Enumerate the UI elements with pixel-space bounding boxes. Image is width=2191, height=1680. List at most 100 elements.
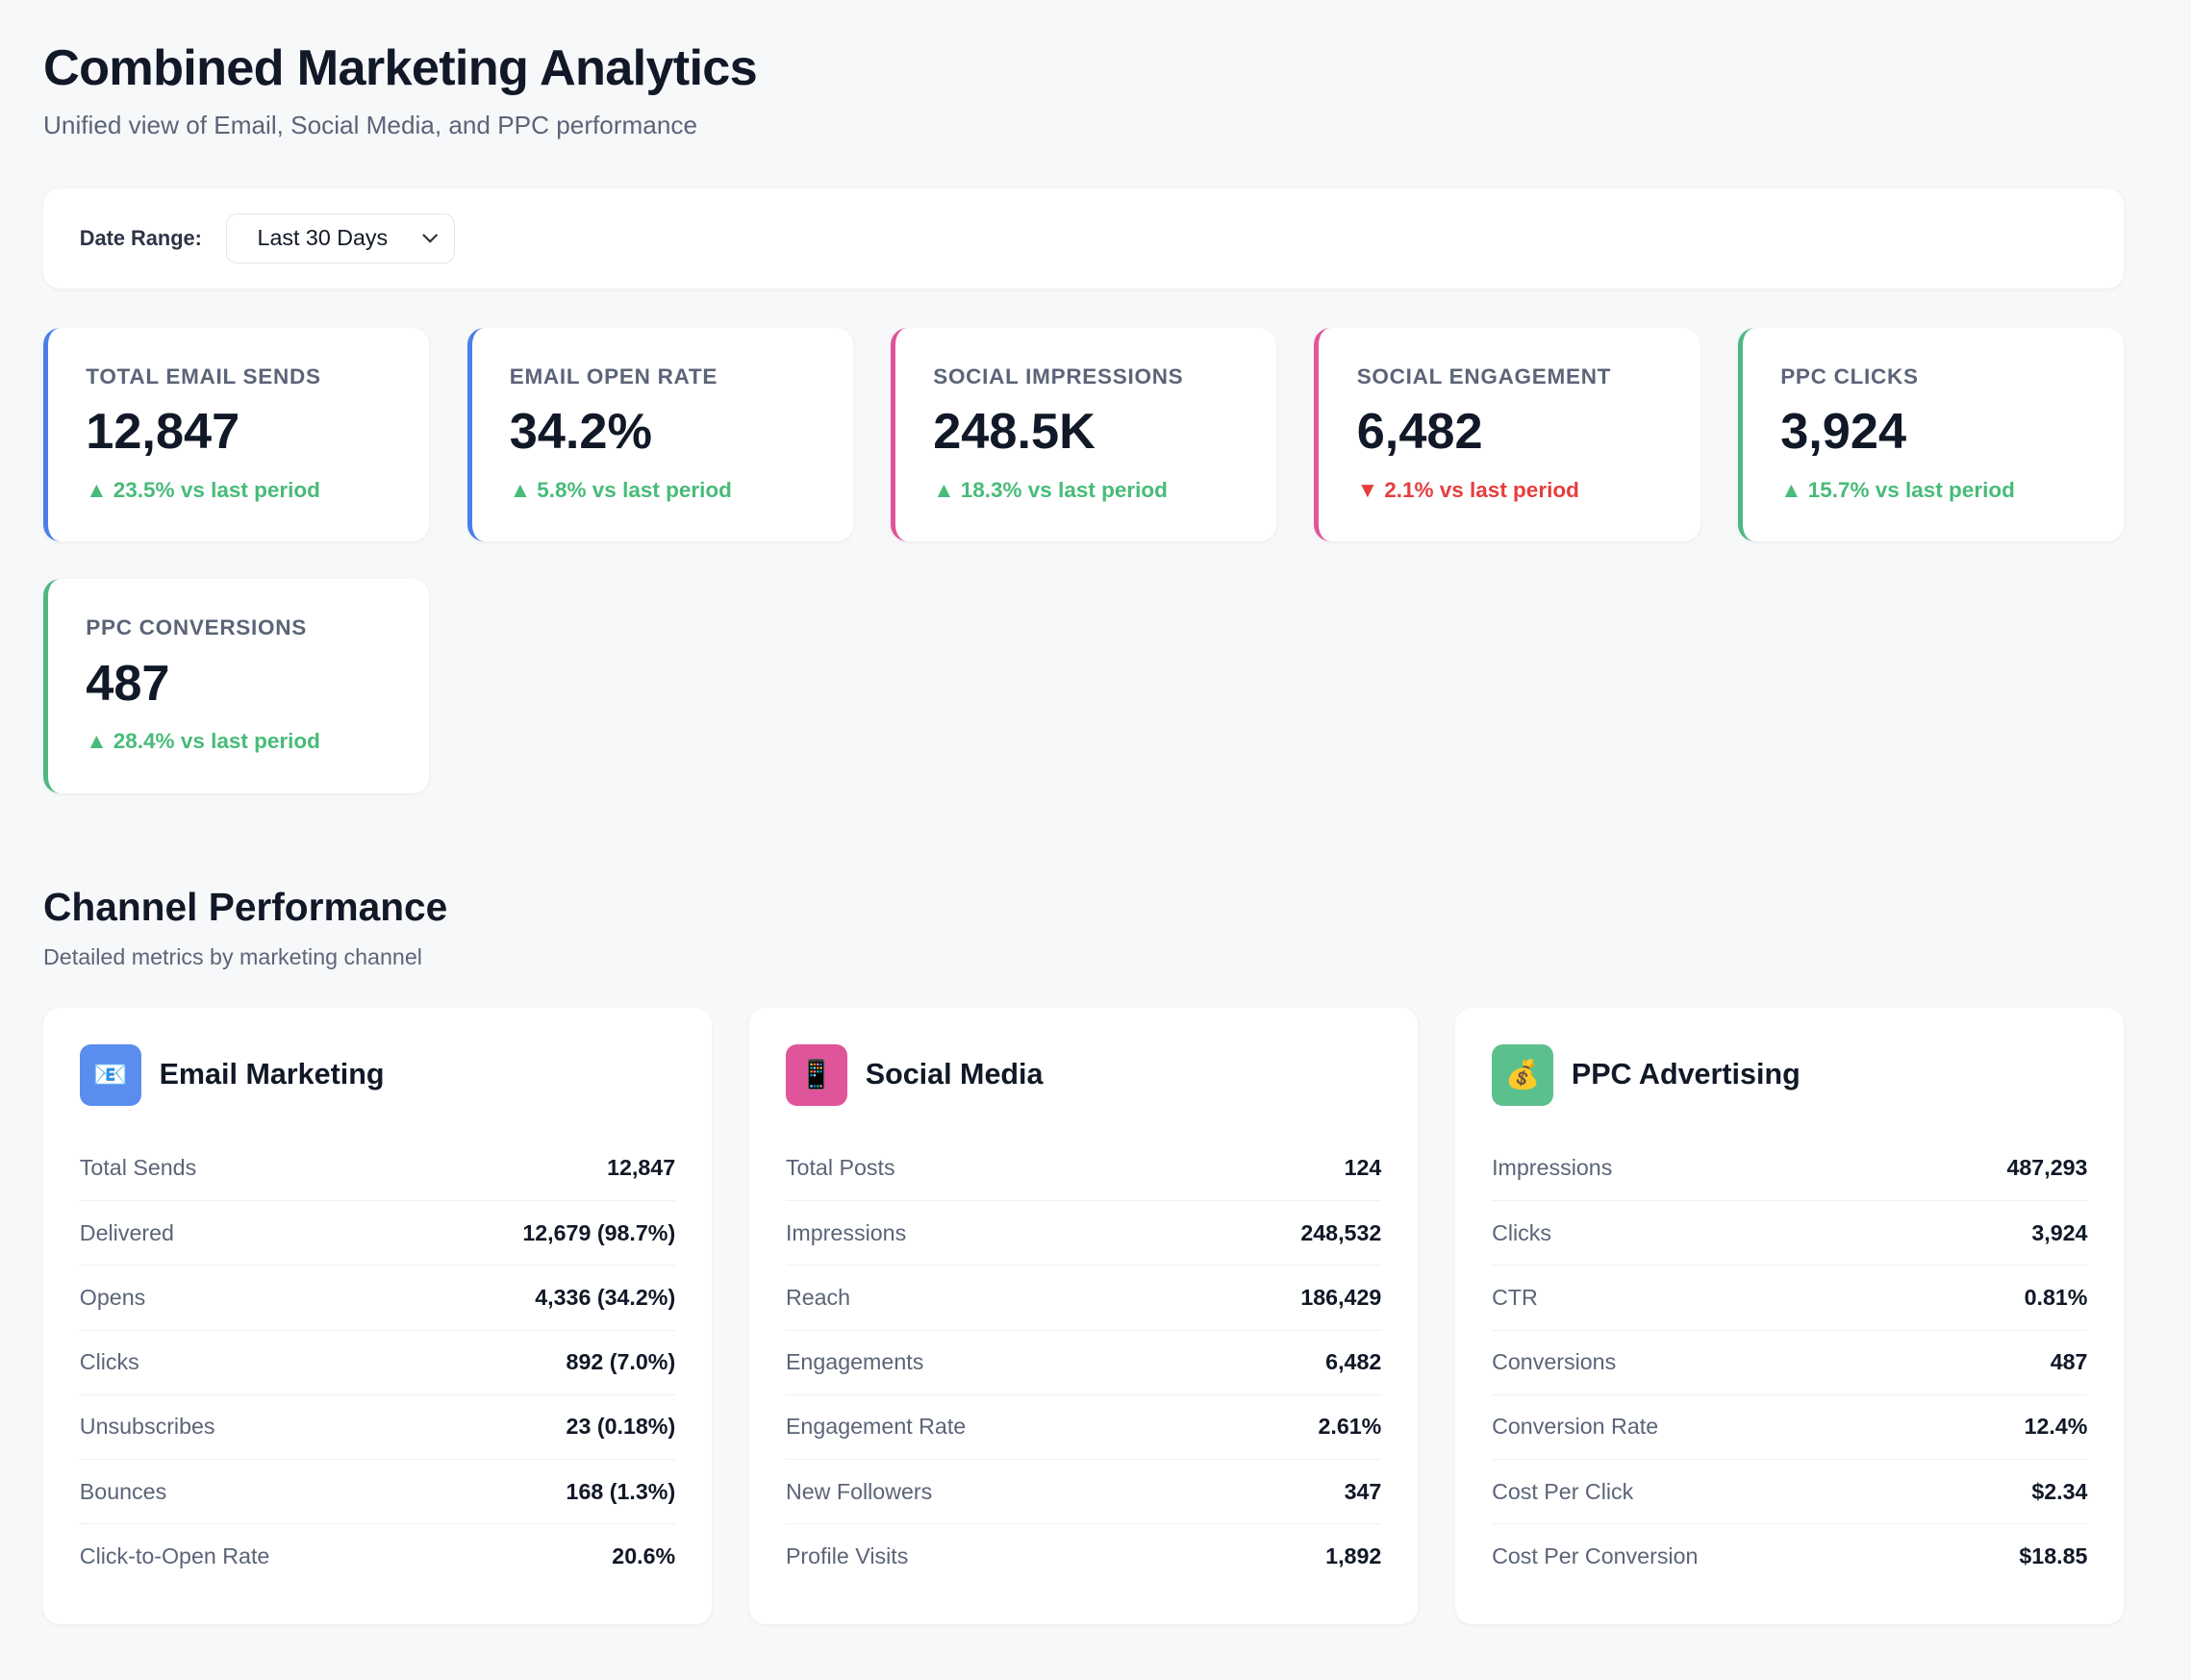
metric-row: Impressions 248,532 xyxy=(785,1201,1382,1266)
metric-row: Engagements 6,482 xyxy=(785,1331,1382,1395)
kpi-change: ▲ 28.4% vs last period xyxy=(86,729,320,754)
metric-value: 487,293 xyxy=(2006,1155,2088,1181)
kpi-change: ▲ 18.3% vs last period xyxy=(933,477,1168,502)
metric-row: Total Posts 124 xyxy=(785,1137,1382,1202)
metric-row: Profile Visits 1,892 xyxy=(786,1524,1381,1588)
kpi-value: 3,924 xyxy=(1780,404,1907,461)
kpi-label: EMAIL OPEN RATE xyxy=(509,364,718,389)
kpi-card: PPC CONVERSIONS 487 ▲ 28.4% vs last period xyxy=(43,579,430,793)
channel-title: Email Marketing xyxy=(159,1058,385,1091)
metric-row: Conversions 487 xyxy=(1492,1331,2088,1395)
metric-label: Engagements xyxy=(785,1349,924,1375)
metric-label: Conversion Rate xyxy=(1492,1414,1659,1440)
metric-value: $18.85 xyxy=(2019,1542,2088,1568)
metric-row: Bounces 168 (1.3%) xyxy=(79,1460,676,1525)
metric-value: 2.61% xyxy=(1318,1414,1382,1440)
metric-value: 23 (0.18%) xyxy=(566,1414,676,1440)
kpi-grid: TOTAL EMAIL SENDS 12,847 ▲ 23.5% vs last p… xyxy=(43,327,2125,793)
kpi-change: ▲ 5.8% vs last period xyxy=(509,477,732,502)
chevron-down-icon xyxy=(420,225,440,251)
channel-title: PPC Advertising xyxy=(1571,1058,1801,1091)
kpi-card: EMAIL OPEN RATE 34.2% ▲ 5.8% vs last perio… xyxy=(466,327,853,542)
metric-value: 892 (7.0%) xyxy=(566,1349,676,1375)
kpi-label: PPC CLICKS xyxy=(1780,364,1919,389)
kpi-card: TOTAL EMAIL SENDS 12,847 ▲ 23.5% vs last p… xyxy=(43,327,430,542)
metric-label: Profile Visits xyxy=(785,1542,909,1568)
metric-value: 12,679 (98.7%) xyxy=(522,1219,676,1245)
metric-label: Cost Per Conversion xyxy=(1492,1542,1699,1568)
kpi-card: PPC CLICKS 3,924 ▲ 15.7% vs last period xyxy=(1737,327,2125,542)
metric-label: Reach xyxy=(785,1284,851,1310)
channel-icon: 💰 xyxy=(1492,1043,1553,1106)
metric-label: Bounces xyxy=(79,1478,167,1504)
kpi-label: SOCIAL IMPRESSIONS xyxy=(933,364,1184,389)
channel-card: 💰 PPC Advertising Impressions 487,293 Clicks… xyxy=(1455,1008,2125,1625)
kpi-value: 12,847 xyxy=(86,404,240,461)
metric-row: Reach 186,429 xyxy=(785,1266,1382,1331)
metric-value: 0.81% xyxy=(2024,1284,2088,1310)
metric-row: Total Sends 12,847 xyxy=(79,1137,676,1202)
metric-row: Click-to-Open Rate 20.6% xyxy=(80,1524,675,1588)
metric-label: Clicks xyxy=(79,1349,139,1375)
metric-row: Conversion Rate 12.4% xyxy=(1492,1395,2088,1460)
page-title: Combined Marketing Analytics xyxy=(43,39,758,96)
metric-value: 124 xyxy=(1344,1155,1382,1181)
metric-value: 12,847 xyxy=(607,1155,676,1181)
metric-row: New Followers 347 xyxy=(785,1460,1382,1525)
metric-label: Conversions xyxy=(1492,1349,1617,1375)
kpi-card: SOCIAL IMPRESSIONS 248.5K ▲ 18.3% vs last … xyxy=(891,327,1277,542)
channel-card: 📱 Social Media Total Posts 124 Impressions 24… xyxy=(749,1008,1419,1625)
page-subtitle: Unified view of Email, Social Media, and… xyxy=(43,111,697,140)
metric-row: Cost Per Conversion $18.85 xyxy=(1492,1524,2087,1588)
metric-value: 248,532 xyxy=(1300,1219,1382,1245)
kpi-value: 34.2% xyxy=(509,404,653,461)
metric-label: Cost Per Click xyxy=(1492,1478,1634,1504)
metric-row: CTR 0.81% xyxy=(1492,1266,2088,1331)
metric-label: Click-to-Open Rate xyxy=(79,1542,270,1568)
kpi-value: 487 xyxy=(86,655,170,712)
section-subtitle: Detailed metrics by marketing channel xyxy=(43,943,422,969)
metric-label: Impressions xyxy=(1492,1155,1613,1181)
channel-card: 📧 Email Marketing Total Sends 12,847 Deliver… xyxy=(43,1008,712,1625)
metric-row: Clicks 3,924 xyxy=(1492,1201,2088,1266)
metric-row: Clicks 892 (7.0%) xyxy=(79,1331,676,1395)
channel-icon: 📧 xyxy=(79,1043,141,1106)
metric-value: 186,429 xyxy=(1300,1284,1382,1310)
metric-value: 12.4% xyxy=(2024,1414,2088,1440)
metric-row: Unsubscribes 23 (0.18%) xyxy=(79,1395,676,1460)
metric-value: 168 (1.3%) xyxy=(566,1478,676,1504)
metric-row: Engagement Rate 2.61% xyxy=(785,1395,1382,1460)
metric-row: Impressions 487,293 xyxy=(1492,1137,2088,1202)
kpi-label: TOTAL EMAIL SENDS xyxy=(86,364,321,389)
metric-label: Delivered xyxy=(79,1219,174,1245)
filter-bar: Date Range: Last 30 Days xyxy=(43,188,2125,289)
metric-row: Delivered 12,679 (98.7%) xyxy=(79,1201,676,1266)
date-range-select[interactable]: Last 30 Days xyxy=(225,213,455,263)
kpi-change: ▲ 23.5% vs last period xyxy=(86,477,320,502)
metric-label: Unsubscribes xyxy=(79,1414,215,1440)
section-title: Channel Performance xyxy=(43,885,448,930)
kpi-label: PPC CONVERSIONS xyxy=(86,615,307,640)
metric-label: CTR xyxy=(1492,1284,1538,1310)
metric-row: Cost Per Click $2.34 xyxy=(1492,1460,2088,1525)
metric-value: $2.34 xyxy=(2031,1478,2088,1504)
channel-title: Social Media xyxy=(865,1058,1044,1091)
date-range-label: Date Range: xyxy=(79,225,202,250)
metric-label: Opens xyxy=(79,1284,146,1310)
metric-label: Total Sends xyxy=(79,1155,197,1181)
metric-value: 20.6% xyxy=(612,1542,676,1568)
metric-label: New Followers xyxy=(785,1478,933,1504)
kpi-change: ▼ 2.1% vs last period xyxy=(1356,477,1579,502)
kpi-value: 6,482 xyxy=(1356,404,1483,461)
kpi-card: SOCIAL ENGAGEMENT 6,482 ▼ 2.1% vs last per… xyxy=(1314,327,1700,542)
metric-value: 6,482 xyxy=(1325,1349,1382,1375)
metric-value: 347 xyxy=(1344,1478,1382,1504)
kpi-change: ▲ 15.7% vs last period xyxy=(1780,477,2015,502)
metric-value: 1,892 xyxy=(1325,1542,1382,1568)
metric-label: Clicks xyxy=(1492,1219,1552,1245)
metric-label: Impressions xyxy=(785,1219,907,1245)
metric-value: 3,924 xyxy=(2031,1219,2088,1245)
kpi-value: 248.5K xyxy=(933,404,1096,461)
date-range-value: Last 30 Days xyxy=(257,225,389,251)
metric-row: Opens 4,336 (34.2%) xyxy=(79,1266,676,1331)
